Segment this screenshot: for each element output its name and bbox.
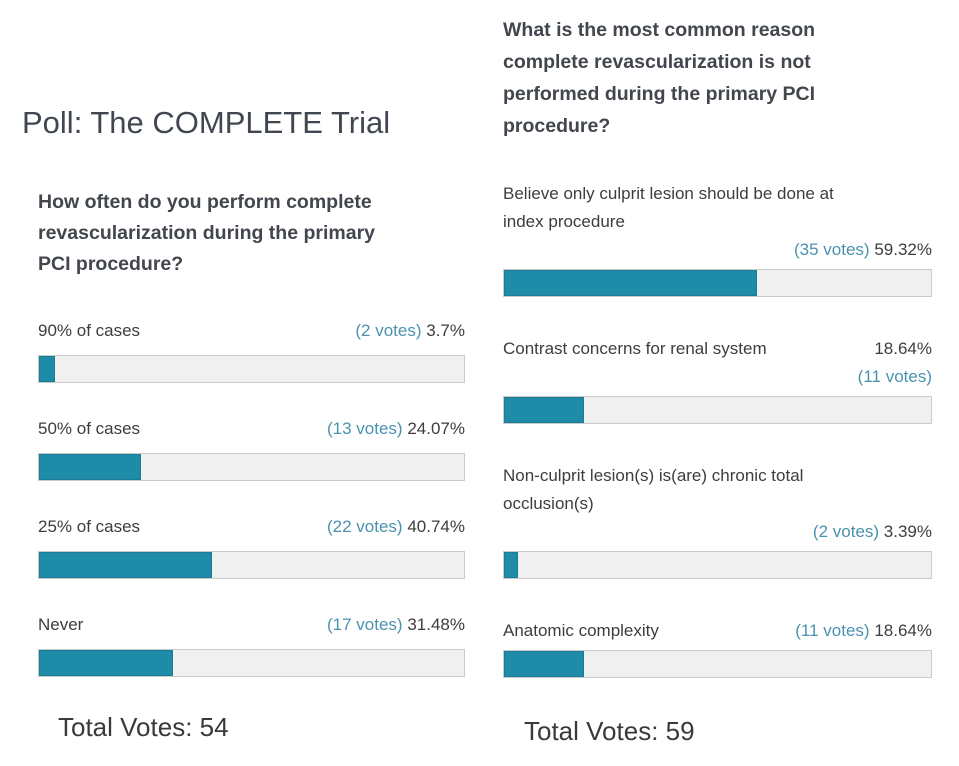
result-bar-track (503, 396, 932, 424)
option-meta: (11 votes) 18.64% (795, 617, 932, 645)
option-percent: 31.48% (407, 615, 465, 634)
result-bar-track (503, 650, 932, 678)
result-bar-track (503, 269, 932, 297)
option-label: Non-culprit lesion(s) is(are) chronic to… (503, 466, 804, 513)
option-meta: (2 votes) 3.39% (503, 518, 932, 546)
result-bar-fill (39, 454, 142, 480)
poll-options-right: Believe only culprit lesion should be do… (503, 180, 932, 678)
option-percent: 3.7% (426, 321, 465, 340)
result-bar-fill (39, 650, 173, 676)
option-label: Believe only culprit lesion should be do… (503, 184, 834, 231)
option-votes: (35 votes) (794, 240, 870, 259)
option-meta: (35 votes) 59.32% (503, 236, 932, 264)
result-bar-fill (504, 270, 758, 296)
option-percent: 59.32% (874, 240, 932, 259)
option-label: Contrast concerns for renal system (503, 339, 767, 358)
option-percent: 3.39% (883, 522, 932, 541)
poll-question-left: How often do you perform complete revasc… (38, 191, 376, 275)
option-percent: 40.74% (407, 517, 465, 536)
poll-option: Contrast concerns for renal system 18.64… (503, 335, 932, 424)
option-votes: (2 votes) (812, 522, 880, 541)
option-votes: (11 votes) (857, 367, 932, 386)
poll-option: Anatomic complexity (11 votes) 18.64% (503, 617, 932, 678)
poll-option: 50% of cases (13 votes) 24.07% (38, 418, 465, 481)
option-meta: (2 votes) 3.7% (355, 320, 465, 342)
poll-column-right: What is the most common reason complete … (503, 0, 932, 746)
option-label: 25% of cases (38, 517, 141, 536)
poll-option: Non-culprit lesion(s) is(are) chronic to… (503, 462, 932, 579)
result-bar-fill (504, 552, 519, 578)
poll-option: 90% of cases (2 votes) 3.7% (38, 320, 465, 383)
result-bar-track (38, 551, 465, 579)
result-bar-fill (39, 356, 55, 382)
total-votes-left: Total Votes: 54 (58, 712, 229, 742)
option-votes: (22 votes) (327, 517, 403, 536)
option-votes: (11 votes) (795, 621, 870, 640)
poll-question-right: What is the most common reason complete … (503, 19, 816, 137)
option-percent: 18.64% (874, 339, 932, 358)
option-meta: (11 votes) (503, 363, 932, 391)
poll-title: Poll: The COMPLETE Trial (22, 105, 391, 140)
option-percent: 18.64% (874, 621, 932, 640)
result-bar-fill (504, 397, 584, 423)
poll-option: Never (17 votes) 31.48% (38, 614, 465, 677)
option-votes: (2 votes) (355, 321, 422, 340)
option-label: 90% of cases (38, 321, 141, 340)
result-bar-track (38, 355, 465, 383)
result-bar-track (38, 453, 465, 481)
poll-option: Believe only culprit lesion should be do… (503, 180, 932, 297)
poll-left-body: How often do you perform complete revasc… (38, 187, 465, 742)
option-meta: (22 votes) 40.74% (327, 516, 465, 538)
total-votes-right: Total Votes: 59 (524, 716, 695, 746)
option-meta: (17 votes) 31.48% (327, 614, 465, 636)
result-bar-fill (39, 552, 213, 578)
poll-column-left: Poll: The COMPLETE Trial How often do yo… (22, 0, 465, 742)
poll-options-left: 90% of cases (2 votes) 3.7% 50% of cases… (38, 320, 465, 677)
option-votes: (13 votes) (327, 419, 403, 438)
option-label: Anatomic complexity (503, 621, 659, 640)
poll-option: 25% of cases (22 votes) 40.74% (38, 516, 465, 579)
option-label: 50% of cases (38, 419, 141, 438)
option-votes: (17 votes) (327, 615, 403, 634)
option-meta: (13 votes) 24.07% (327, 418, 465, 440)
result-bar-track (38, 649, 465, 677)
result-bar-track (503, 551, 932, 579)
option-percent: 24.07% (407, 419, 465, 438)
option-label: Never (38, 615, 84, 634)
result-bar-fill (504, 651, 584, 677)
